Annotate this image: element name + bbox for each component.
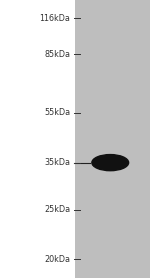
Bar	[75, 0, 150, 278]
Text: 85kDa: 85kDa	[45, 50, 70, 59]
Text: 25kDa: 25kDa	[44, 205, 70, 214]
Text: 20kDa: 20kDa	[45, 255, 70, 264]
Ellipse shape	[92, 155, 129, 171]
Text: 55kDa: 55kDa	[44, 108, 70, 117]
Text: 35kDa: 35kDa	[45, 158, 70, 167]
Text: 116kDa: 116kDa	[40, 14, 70, 23]
